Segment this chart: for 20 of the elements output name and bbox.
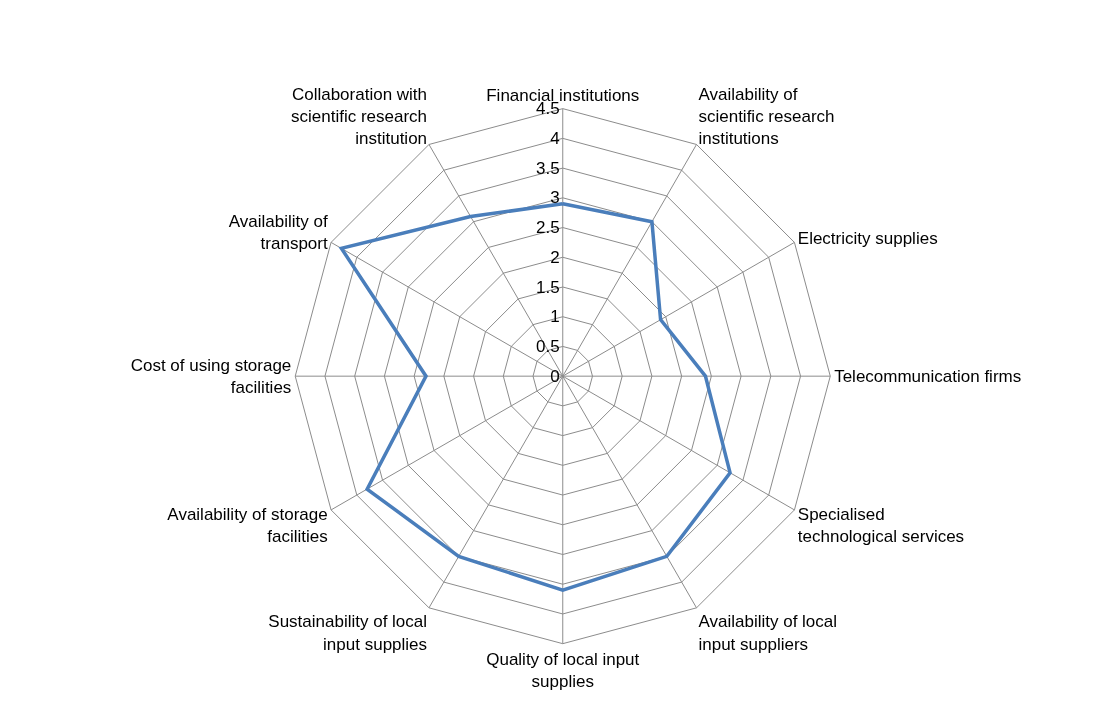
spoke-label: Collaboration with scientific research institution <box>290 84 428 149</box>
y-tick-label: 2.5 <box>536 218 560 238</box>
spoke-label: Cost of using storage facilities <box>130 356 292 398</box>
spoke-label: Availability of storage facilities <box>167 505 328 547</box>
y-tick-label: 0 <box>550 366 560 386</box>
y-tick-label: 3 <box>550 188 560 208</box>
spoke-label: Availability of local input suppliers <box>698 612 838 654</box>
y-tick-label: 4 <box>550 128 560 148</box>
y-tick-label: 0.5 <box>536 336 560 356</box>
spoke-label: Availability of transport <box>228 212 328 254</box>
spoke-label: Specialised technological services <box>797 505 965 547</box>
spoke-label: Quality of local input supplies <box>486 649 640 691</box>
y-tick-label: 1 <box>550 307 560 327</box>
spoke-label: Sustainability of local input supplies <box>268 612 428 654</box>
y-tick-label: 3.5 <box>536 158 560 178</box>
y-tick-label: 1.5 <box>536 277 560 297</box>
spoke-label: Telecommunication firms <box>834 367 1022 387</box>
y-tick-label: 2 <box>550 247 560 267</box>
spoke-label: Electricity supplies <box>797 228 938 248</box>
spoke-label: Availability of scientific research institutions <box>698 84 835 149</box>
